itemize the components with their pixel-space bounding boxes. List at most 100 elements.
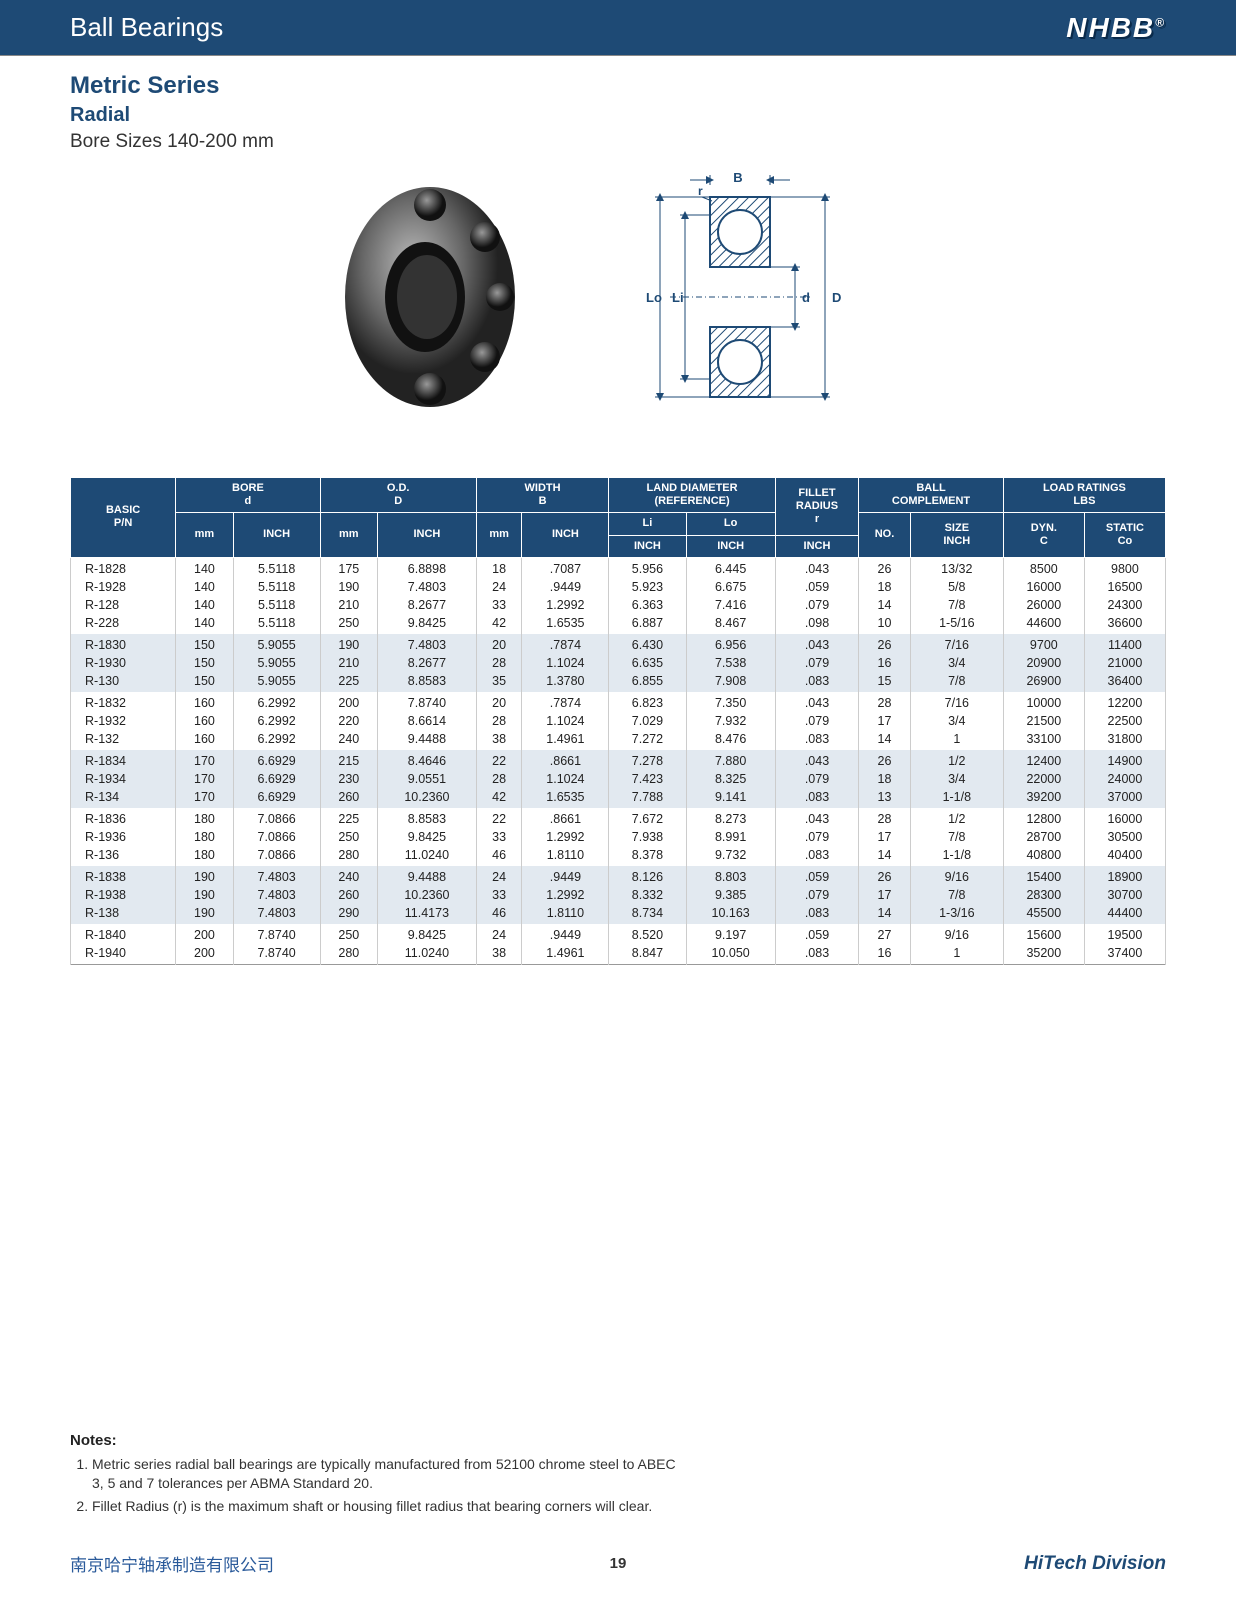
table-cell: 8.467 bbox=[686, 614, 775, 634]
table-cell: .043 bbox=[775, 634, 858, 654]
table-cell: 180 bbox=[176, 808, 233, 828]
table-cell: 44400 bbox=[1084, 904, 1165, 924]
table-row: R-18321606.29922007.874020.78746.8237.35… bbox=[71, 692, 1166, 712]
footer: 南京哈宁轴承制造有限公司 19 HiTech Division bbox=[0, 1551, 1236, 1576]
table-cell: 14 bbox=[859, 904, 911, 924]
table-cell: 8.2677 bbox=[378, 654, 477, 672]
table-cell: 42 bbox=[476, 788, 522, 808]
table-cell: 5.5118 bbox=[233, 596, 320, 614]
table-cell: 37400 bbox=[1084, 944, 1165, 965]
table-cell: 175 bbox=[320, 557, 377, 578]
table-cell: 8.378 bbox=[609, 846, 686, 866]
table-cell: 160 bbox=[176, 712, 233, 730]
table-cell: .8661 bbox=[522, 750, 609, 770]
table-cell: .079 bbox=[775, 886, 858, 904]
table-cell: 26900 bbox=[1003, 672, 1084, 692]
table-cell: 200 bbox=[176, 924, 233, 944]
table-row: R-19341706.69292309.0551281.10247.4238.3… bbox=[71, 770, 1166, 788]
table-cell: 8.476 bbox=[686, 730, 775, 750]
table-cell: 7.4803 bbox=[233, 886, 320, 904]
table-cell: 10.2360 bbox=[378, 788, 477, 808]
table-cell: 9.385 bbox=[686, 886, 775, 904]
table-cell: 250 bbox=[320, 924, 377, 944]
table-row: R-1281405.51182108.2677331.29926.3637.41… bbox=[71, 596, 1166, 614]
th-bore: BORE d bbox=[176, 478, 320, 513]
table-cell: 10.050 bbox=[686, 944, 775, 965]
table-group: R-18341706.69292158.464622.86617.2787.88… bbox=[71, 750, 1166, 808]
table-cell: 26 bbox=[859, 557, 911, 578]
table-cell: 7.4803 bbox=[378, 578, 477, 596]
label-Li: Li bbox=[672, 290, 684, 305]
table-row: R-19381907.480326010.2360331.29928.3329.… bbox=[71, 886, 1166, 904]
table-cell: 20 bbox=[476, 634, 522, 654]
table-cell: 22000 bbox=[1003, 770, 1084, 788]
table-cell: 6.823 bbox=[609, 692, 686, 712]
header-bar: Ball Bearings NHBB® bbox=[0, 0, 1236, 56]
table-cell: 37000 bbox=[1084, 788, 1165, 808]
note-item: Fillet Radius (r) is the maximum shaft o… bbox=[92, 1497, 690, 1516]
table-cell: 8.2677 bbox=[378, 596, 477, 614]
table-cell: 200 bbox=[176, 944, 233, 965]
bearing-3d-image bbox=[330, 177, 530, 417]
table-cell: 7.938 bbox=[609, 828, 686, 846]
table-cell: 5/8 bbox=[910, 578, 1003, 596]
header-title: Ball Bearings bbox=[70, 12, 223, 43]
table-cell: 1.2992 bbox=[522, 886, 609, 904]
table-cell: 140 bbox=[176, 578, 233, 596]
table-cell: 40800 bbox=[1003, 846, 1084, 866]
table-cell: 6.445 bbox=[686, 557, 775, 578]
table-cell: 13/32 bbox=[910, 557, 1003, 578]
label-D: D bbox=[832, 290, 841, 305]
table-cell: 9.8425 bbox=[378, 924, 477, 944]
table-cell: 7/8 bbox=[910, 672, 1003, 692]
table-cell: 6.635 bbox=[609, 654, 686, 672]
table-cell: 190 bbox=[176, 866, 233, 886]
table-cell: 7/16 bbox=[910, 634, 1003, 654]
table-cell: 6.6929 bbox=[233, 770, 320, 788]
table-row: R-18281405.51181756.889818.70875.9566.44… bbox=[71, 557, 1166, 578]
table-cell: 1/2 bbox=[910, 808, 1003, 828]
table-cell: 18 bbox=[859, 578, 911, 596]
table-cell: 280 bbox=[320, 944, 377, 965]
table-cell: 3/4 bbox=[910, 770, 1003, 788]
table-cell: 10000 bbox=[1003, 692, 1084, 712]
table-cell: 42 bbox=[476, 614, 522, 634]
table-cell: 7.672 bbox=[609, 808, 686, 828]
table-cell: 1.6535 bbox=[522, 788, 609, 808]
table-cell: 45500 bbox=[1003, 904, 1084, 924]
table-cell: 24000 bbox=[1084, 770, 1165, 788]
table-cell: R-138 bbox=[71, 904, 176, 924]
table-cell: 12800 bbox=[1003, 808, 1084, 828]
table-cell: 16000 bbox=[1003, 578, 1084, 596]
table-cell: 9700 bbox=[1003, 634, 1084, 654]
table-cell: 6.6929 bbox=[233, 750, 320, 770]
table-cell: 7.788 bbox=[609, 788, 686, 808]
notes-section: Notes: Metric series radial ball bearing… bbox=[70, 1432, 690, 1520]
table-cell: .7874 bbox=[522, 634, 609, 654]
th-basic-pn: BASIC P/N bbox=[71, 478, 176, 558]
table-cell: 1-5/16 bbox=[910, 614, 1003, 634]
table-cell: 7.4803 bbox=[233, 904, 320, 924]
table-cell: 14900 bbox=[1084, 750, 1165, 770]
table-cell: 11.0240 bbox=[378, 846, 477, 866]
table-cell: 8.325 bbox=[686, 770, 775, 788]
table-cell: 1-3/16 bbox=[910, 904, 1003, 924]
table-cell: 12400 bbox=[1003, 750, 1084, 770]
table-cell: 190 bbox=[176, 904, 233, 924]
table-cell: 7.8740 bbox=[233, 924, 320, 944]
table-cell: 9/16 bbox=[910, 866, 1003, 886]
table-cell: 8.4646 bbox=[378, 750, 477, 770]
table-cell: 240 bbox=[320, 866, 377, 886]
table-cell: 12200 bbox=[1084, 692, 1165, 712]
diagrams: B r Lo Li d D bbox=[330, 167, 1166, 427]
th-land: LAND DIAMETER (REFERENCE) bbox=[609, 478, 775, 513]
table-cell: 8.273 bbox=[686, 808, 775, 828]
table-cell: 7.0866 bbox=[233, 846, 320, 866]
table-cell: 1.8110 bbox=[522, 846, 609, 866]
table-cell: .079 bbox=[775, 654, 858, 672]
table-row: R-18402007.87402509.842524.94498.5209.19… bbox=[71, 924, 1166, 944]
table-cell: .059 bbox=[775, 924, 858, 944]
table-cell: 6.2992 bbox=[233, 692, 320, 712]
table-cell: 9.4488 bbox=[378, 730, 477, 750]
table-cell: 26 bbox=[859, 634, 911, 654]
